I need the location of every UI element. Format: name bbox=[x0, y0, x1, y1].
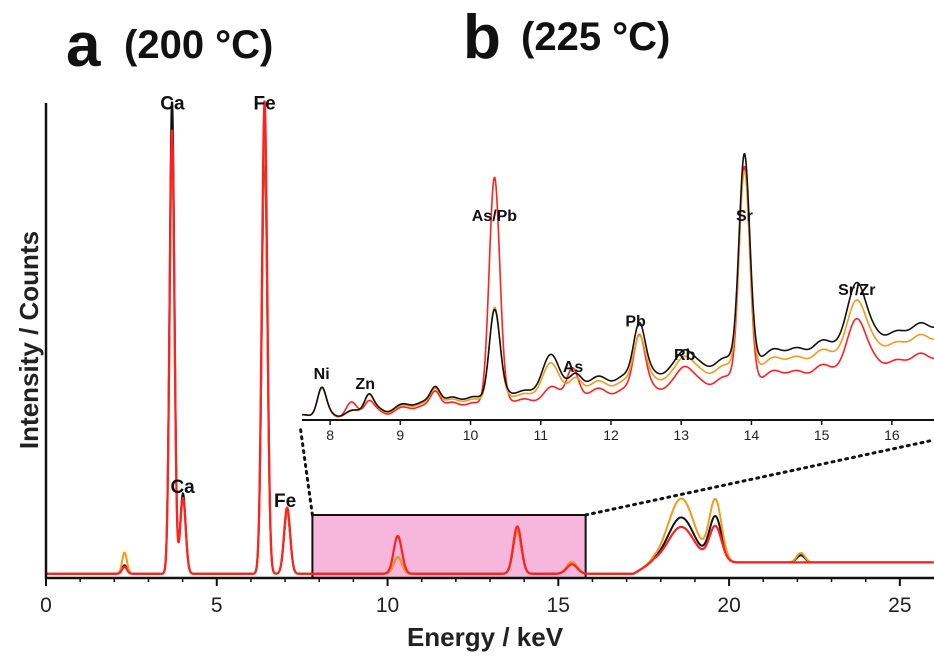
inset-x-tick-label: 15 bbox=[814, 427, 830, 443]
inset-peak-label: Ni bbox=[314, 366, 330, 383]
main-peak-labels: Ca Fe Ca Fe bbox=[160, 94, 296, 512]
main-x-tick-label: 20 bbox=[717, 594, 740, 617]
panel-b-letter: b bbox=[463, 3, 501, 72]
inset-peak-label: Sr/Zr bbox=[838, 282, 875, 299]
inset-x-tick-label: 10 bbox=[463, 427, 479, 443]
inset-series-red bbox=[301, 165, 934, 418]
main-peak-label: Fe bbox=[274, 491, 296, 512]
panel-b-temp: (225 °C) bbox=[521, 15, 670, 59]
main-series-red bbox=[45, 100, 934, 575]
panel-a-letter: a bbox=[66, 11, 101, 80]
main-x-tick-label: 25 bbox=[888, 594, 911, 617]
y-axis-label: Intensity / Counts bbox=[14, 231, 44, 449]
zoom-region-box bbox=[311, 514, 587, 579]
inset-peak-labels: Ni Zn As/Pb As Pb Rb Sr Sr/Zr bbox=[314, 208, 876, 393]
inset-peak-label: Rb bbox=[674, 347, 696, 364]
main-x-tick-label: 0 bbox=[40, 594, 52, 617]
main-x-tick-label: 15 bbox=[547, 594, 570, 617]
inset-series-orange bbox=[301, 170, 934, 418]
inset-x-tick-label: 12 bbox=[603, 427, 619, 443]
main-peak-label: Ca bbox=[170, 477, 195, 498]
main-x-tick-label: 10 bbox=[376, 594, 399, 617]
zoom-connector-left bbox=[298, 423, 314, 517]
main-spectrum-lines bbox=[45, 100, 934, 575]
main-x-tick-label: 5 bbox=[211, 594, 223, 617]
zoom-box-layer bbox=[298, 423, 934, 579]
inset-background bbox=[302, 170, 934, 422]
inset-axes: 8 9 10 11 12 13 14 15 16 bbox=[302, 419, 934, 443]
inset-panel bbox=[302, 170, 934, 422]
x-axis-label: Energy / keV bbox=[407, 622, 564, 652]
inset-x-tick-label: 9 bbox=[396, 427, 404, 443]
inset-peak-label: As/Pb bbox=[472, 208, 518, 225]
inset-peak-label: As bbox=[563, 359, 584, 376]
main-peak-label: Ca bbox=[160, 94, 185, 115]
main-peak-label: Fe bbox=[253, 94, 275, 115]
inset-spectrum-lines bbox=[301, 152, 934, 418]
inset-x-tick-label: 8 bbox=[326, 427, 334, 443]
inset-x-tick-label: 16 bbox=[884, 427, 900, 443]
panel-a-temp: (200 °C) bbox=[124, 23, 273, 67]
inset-peak-label: Sr bbox=[736, 208, 753, 225]
inset-peak-label: Zn bbox=[355, 376, 375, 393]
main-axes: 0 5 10 15 20 25 bbox=[40, 103, 934, 617]
inset-x-tick-label: 11 bbox=[533, 427, 548, 443]
zoom-connector-right bbox=[584, 438, 934, 517]
inset-x-tick-label: 14 bbox=[744, 427, 760, 443]
inset-x-tick-label: 13 bbox=[673, 427, 689, 443]
inset-peak-label: Pb bbox=[625, 313, 646, 330]
inset-series-black bbox=[301, 152, 934, 417]
